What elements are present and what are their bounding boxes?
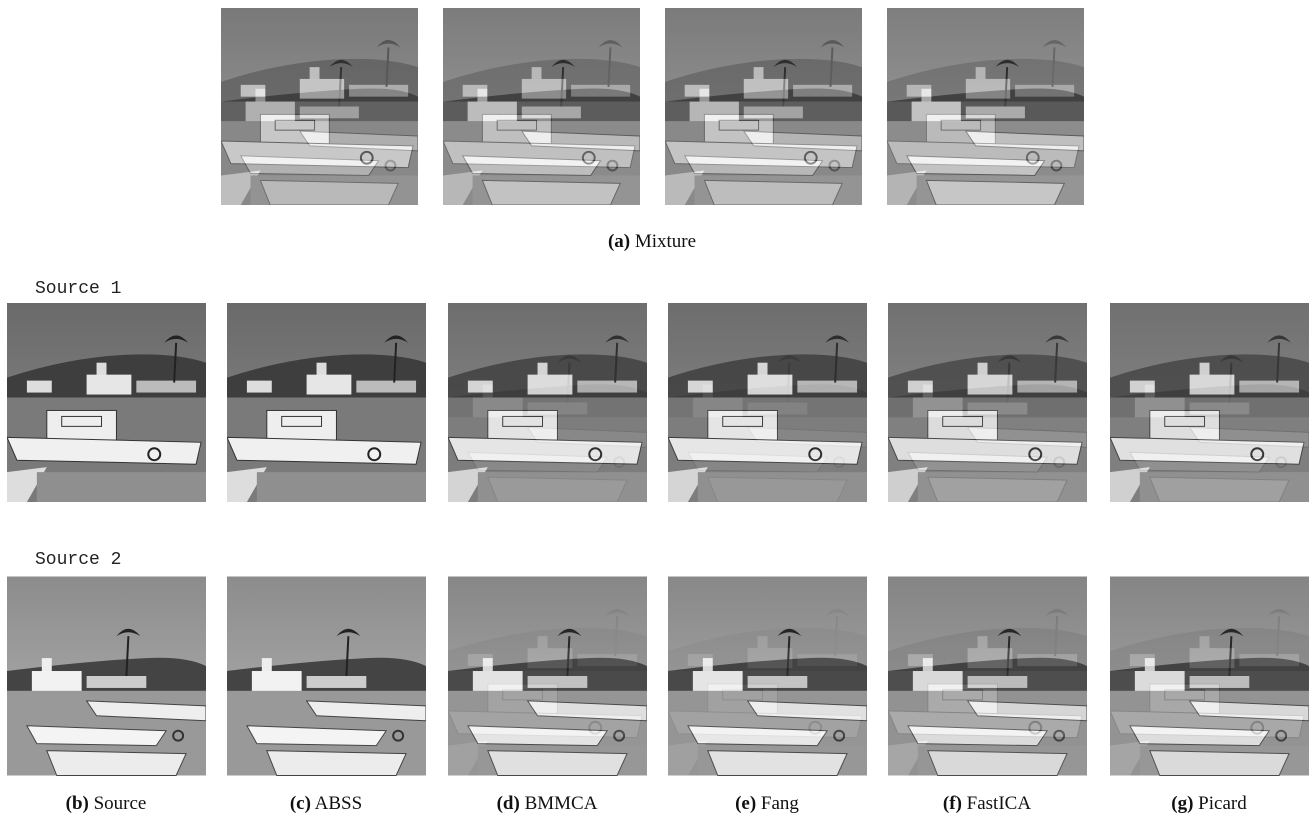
caption-label: Mixture: [635, 231, 696, 252]
figure: Source 1 Source 2 (a) Mixture (b) Source…: [0, 0, 1310, 817]
caption: (e) Fang: [735, 793, 799, 814]
image: [665, 8, 862, 205]
caption: (b) Source: [66, 793, 147, 814]
scene: [887, 8, 1084, 205]
image: [1110, 577, 1309, 776]
row-label: Source 1: [35, 279, 121, 299]
image: [888, 303, 1087, 502]
caption: (f) FastICA: [943, 793, 1031, 814]
caption-letter: (e): [735, 793, 756, 814]
caption-label: FastICA: [967, 793, 1032, 814]
scene: [443, 8, 640, 205]
caption-label: ABSS: [315, 793, 363, 814]
caption-letter: (a): [608, 231, 630, 252]
image: [668, 303, 867, 502]
image: [7, 303, 206, 502]
scene: [888, 577, 1087, 776]
scene: [227, 577, 426, 776]
image: [668, 577, 867, 776]
caption: (g) Picard: [1171, 793, 1247, 814]
scene: [1110, 303, 1309, 502]
scene: [1110, 577, 1309, 776]
caption-letter: (c): [290, 793, 311, 814]
caption-letter: (b): [66, 793, 89, 814]
caption-label: Picard: [1198, 793, 1247, 814]
caption: (d) BMMCA: [497, 793, 598, 814]
scene: [448, 303, 647, 502]
image: [443, 8, 640, 205]
caption-letter: (f): [943, 793, 962, 814]
image: [227, 577, 426, 776]
row-label: Source 2: [35, 550, 121, 570]
caption-label: BMMCA: [525, 793, 598, 814]
scene: [665, 8, 862, 205]
caption-letter: (d): [497, 793, 520, 814]
scene: [888, 303, 1087, 502]
image: [887, 8, 1084, 205]
scene: [7, 303, 206, 502]
scene: [227, 303, 426, 502]
caption-letter: (g): [1171, 793, 1193, 814]
image: [7, 577, 206, 776]
caption-label: Fang: [761, 793, 800, 814]
image: [227, 303, 426, 502]
caption: (a) Mixture: [608, 231, 696, 252]
image: [448, 577, 647, 776]
image: [888, 577, 1087, 776]
scene: [7, 577, 206, 776]
scene: [668, 577, 867, 776]
caption-label: Source: [94, 793, 147, 814]
image-grid: [7, 8, 1309, 776]
scene: [221, 8, 418, 205]
image: [448, 303, 647, 502]
image: [1110, 303, 1309, 502]
image: [221, 8, 418, 205]
scene: [668, 303, 867, 502]
caption: (c) ABSS: [290, 793, 362, 814]
scene: [448, 577, 647, 776]
